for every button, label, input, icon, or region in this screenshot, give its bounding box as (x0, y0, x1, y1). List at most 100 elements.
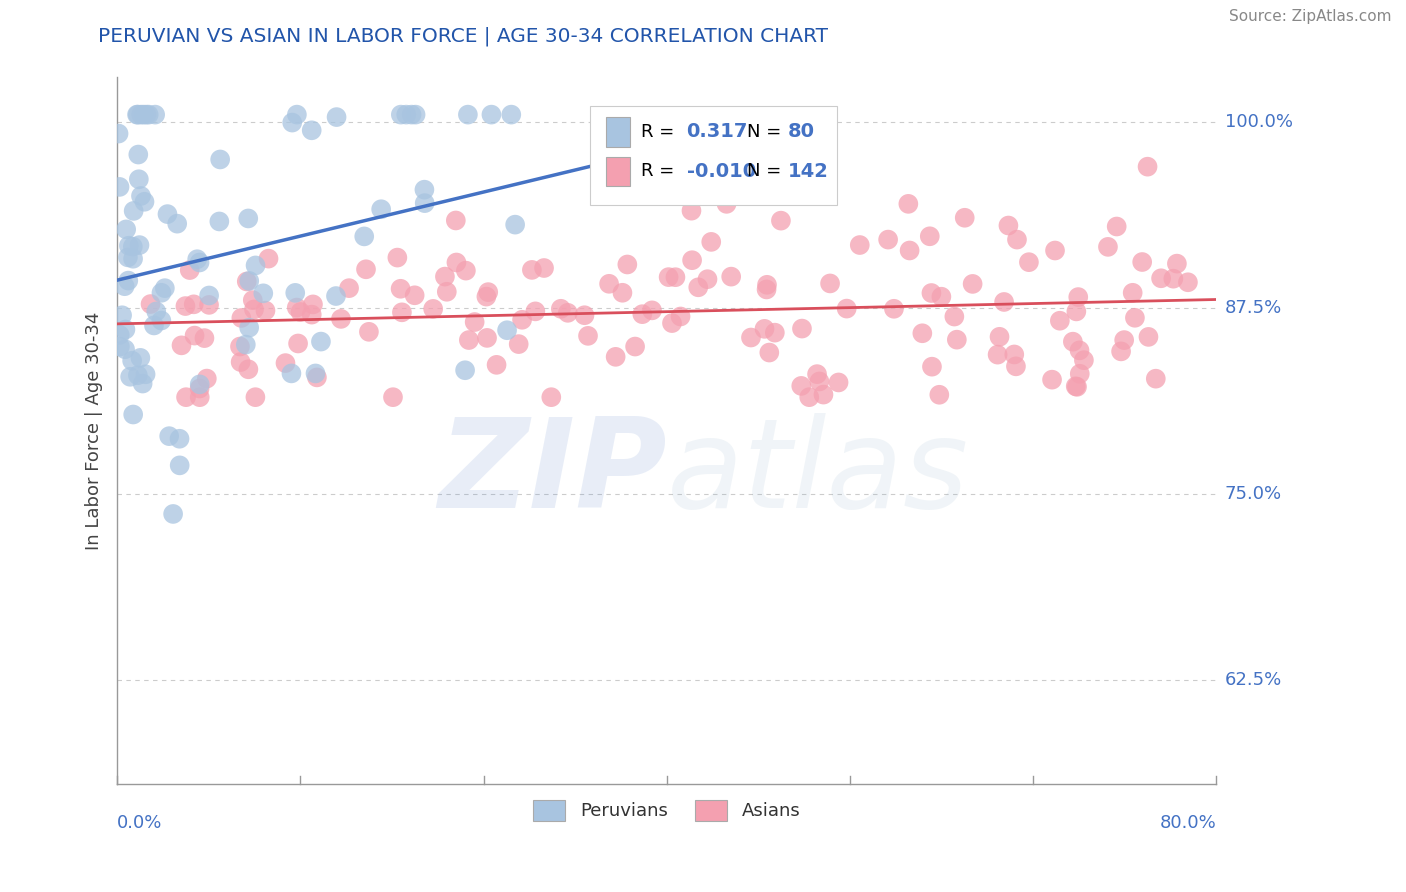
Point (401, 107, 423, 121)
Point (631, 307, 654, 321)
Point (325, 289, 347, 303)
Point (1064, 379, 1087, 393)
Point (1130, 255, 1153, 269)
Point (1109, 344, 1132, 359)
Point (166, 217, 188, 231)
Point (354, 262, 377, 277)
Point (624, 340, 647, 354)
Point (156, 207, 179, 221)
Point (337, 281, 360, 295)
FancyBboxPatch shape (589, 105, 837, 204)
Point (238, 320, 260, 334)
Point (243, 302, 266, 317)
Point (405, 107, 427, 121)
Point (370, 202, 392, 217)
Point (145, 304, 167, 318)
Point (309, 334, 332, 349)
Point (1043, 244, 1066, 258)
Point (485, 358, 508, 372)
Point (835, 301, 858, 316)
Point (1018, 255, 1040, 269)
Point (1163, 271, 1185, 285)
Point (740, 330, 762, 344)
Point (1123, 310, 1146, 325)
Point (436, 285, 458, 299)
Point (931, 290, 953, 304)
Point (827, 376, 849, 390)
Text: 0.0%: 0.0% (117, 814, 163, 832)
Point (790, 321, 813, 335)
Text: ZIP: ZIP (437, 412, 666, 533)
Point (475, 331, 498, 345)
Point (382, 390, 405, 404)
Point (122, 408, 145, 422)
Point (238, 362, 260, 376)
Point (229, 339, 252, 353)
Point (111, 308, 134, 322)
Point (285, 107, 308, 121)
Point (755, 282, 778, 296)
Point (387, 251, 409, 265)
Point (257, 252, 280, 266)
Point (501, 107, 523, 121)
Point (790, 379, 813, 393)
Point (928, 388, 950, 402)
Point (720, 269, 742, 284)
Point (524, 304, 547, 318)
Point (799, 390, 821, 404)
Point (413, 183, 436, 197)
Point (1062, 334, 1084, 349)
Point (284, 285, 307, 300)
Point (557, 306, 579, 320)
Point (576, 329, 599, 343)
Point (433, 269, 456, 284)
Point (138, 107, 160, 121)
Point (128, 238, 150, 252)
Point (153, 281, 176, 295)
Point (143, 318, 166, 333)
Point (281, 115, 304, 129)
Point (446, 255, 468, 269)
Point (114, 322, 136, 336)
Point (481, 107, 503, 121)
Point (188, 382, 211, 396)
Point (413, 196, 436, 211)
Point (605, 350, 627, 364)
Point (245, 259, 267, 273)
Point (108, 180, 131, 194)
Text: 142: 142 (787, 161, 828, 181)
Point (107, 127, 129, 141)
Point (477, 285, 499, 299)
Point (330, 312, 353, 326)
Text: R =: R = (641, 162, 675, 180)
Point (661, 316, 683, 330)
Point (1122, 285, 1144, 300)
Point (150, 285, 173, 300)
Point (422, 301, 444, 316)
Point (235, 337, 257, 351)
Point (174, 299, 197, 313)
Point (763, 326, 786, 340)
Point (208, 214, 231, 228)
Point (681, 203, 703, 218)
Bar (606, 157, 630, 186)
Point (454, 263, 477, 277)
Legend: Peruvians, Asians: Peruvians, Asians (526, 792, 807, 828)
Point (716, 197, 738, 211)
Point (188, 255, 211, 269)
Point (550, 301, 572, 316)
Point (114, 279, 136, 293)
Point (1066, 304, 1088, 318)
Point (395, 107, 418, 121)
Point (162, 507, 184, 521)
Point (238, 274, 260, 288)
Point (897, 197, 920, 211)
Point (170, 338, 193, 352)
Point (943, 310, 966, 324)
Point (641, 303, 664, 318)
Point (444, 213, 467, 227)
Point (198, 288, 221, 302)
Point (195, 371, 218, 385)
Point (754, 322, 776, 336)
Text: -0.010: -0.010 (686, 161, 755, 181)
